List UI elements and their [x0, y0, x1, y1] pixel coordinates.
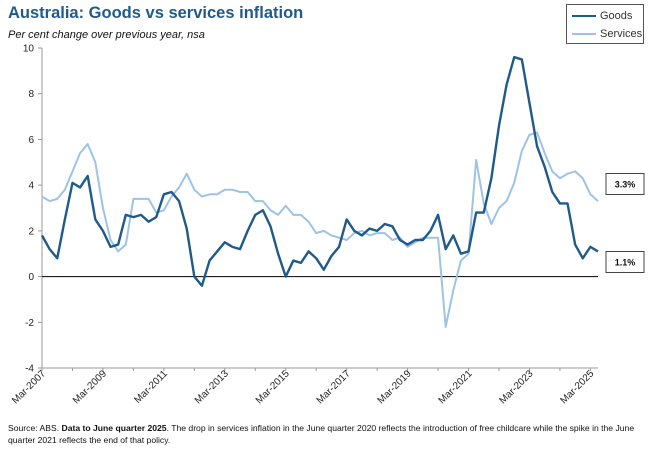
source-note: Source: ABS. Data to June quarter 2025. … [8, 423, 644, 446]
chart-subtitle: Per cent change over previous year, nsa [8, 29, 205, 41]
end-label-box-goods [605, 251, 645, 273]
series-line-goods [40, 55, 599, 287]
legend-label-services: Services [600, 28, 643, 40]
series-line-services [41, 131, 599, 328]
end-label-goods: 1.1% [605, 251, 645, 273]
legend: Goods Services [566, 4, 644, 44]
y-tick-label: -2 [25, 318, 34, 329]
end-label-services: 3.3% [605, 173, 645, 195]
x-tick-label: Mar-2013 [193, 368, 231, 406]
x-tick-label: Mar-2021 [437, 368, 475, 406]
y-tick-label: 8 [28, 89, 34, 100]
source-bold: Data to June quarter 2025 [61, 423, 167, 433]
x-tick-label: Mar-2009 [71, 368, 109, 406]
legend-item-services: Services [572, 26, 642, 42]
legend-item-goods: Goods [572, 8, 632, 24]
chart-title: Australia: Goods vs services inflation [8, 4, 304, 22]
legend-swatch-services [572, 33, 596, 35]
x-tick-label: Mar-2015 [254, 368, 292, 406]
legend-label-goods: Goods [600, 10, 633, 22]
source-prefix: Source: ABS. [8, 423, 60, 433]
x-tick-label: Mar-2017 [315, 368, 353, 406]
end-label-text-services: 3.3% [615, 180, 636, 190]
x-tick-label: Mar-2011 [132, 368, 170, 406]
x-tick-label: Mar-2025 [558, 368, 596, 406]
y-tick-label: 10 [23, 44, 35, 55]
y-tick-label: 0 [28, 272, 34, 283]
y-tick-label: 4 [28, 181, 34, 192]
x-tick-label: Mar-2023 [498, 368, 536, 406]
x-tick-label: Mar-2019 [376, 368, 414, 406]
y-tick-label: -4 [25, 364, 34, 375]
end-label-text-goods: 1.1% [615, 258, 636, 268]
source-text: . The drop in services inflation in the … [8, 423, 635, 445]
y-tick-label: 2 [28, 226, 34, 237]
end-label-box-services [605, 173, 645, 195]
legend-swatch-goods [572, 15, 596, 17]
y-tick-label: 6 [28, 135, 34, 146]
